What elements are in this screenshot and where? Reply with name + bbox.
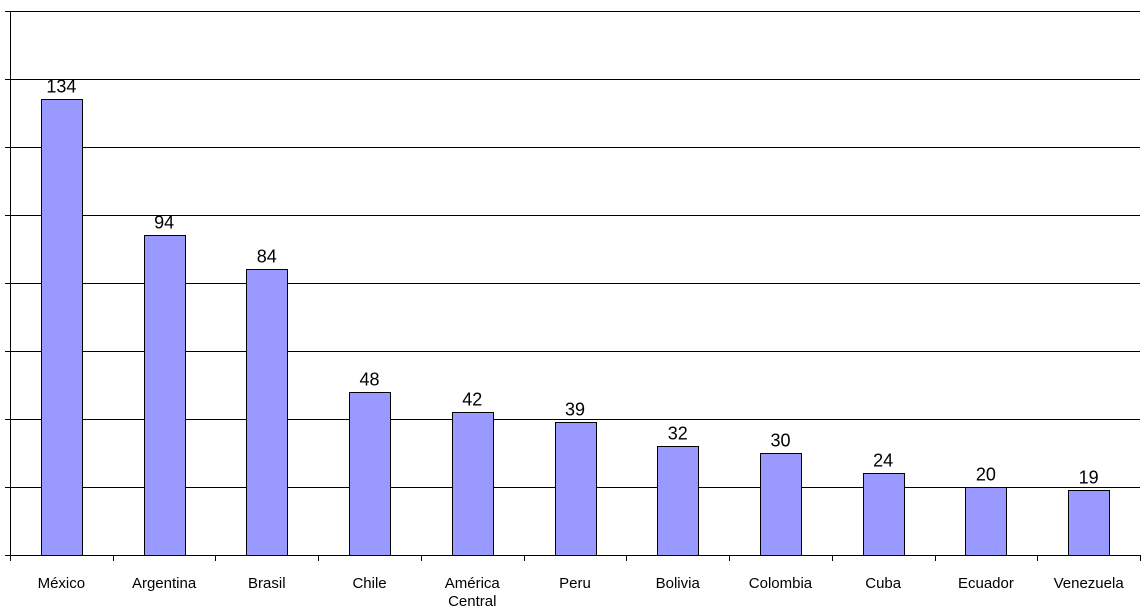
category-label: Ecuador xyxy=(958,575,1014,592)
bar-brasil xyxy=(246,269,288,556)
data-label: 32 xyxy=(668,424,688,444)
bar-colombia xyxy=(760,453,802,556)
gridlines xyxy=(10,11,1140,488)
category-label: Cuba xyxy=(865,575,902,592)
category-label: Bolivia xyxy=(656,575,701,592)
category-label: Chile xyxy=(352,575,386,592)
bar-peru xyxy=(555,422,597,556)
data-label: 39 xyxy=(565,400,585,420)
bar-cuba xyxy=(863,473,905,556)
bar-argentina xyxy=(144,235,186,556)
data-label: 30 xyxy=(770,431,790,451)
data-label: 48 xyxy=(360,370,380,390)
category-label: Colombia xyxy=(749,575,813,592)
category-label: Argentina xyxy=(132,575,197,592)
category-label: Peru xyxy=(559,575,591,592)
bar-am-rica-central xyxy=(452,412,494,556)
bar-ecuador xyxy=(965,487,1007,556)
category-label: México xyxy=(38,575,86,592)
data-label: 84 xyxy=(257,247,277,267)
category-label: América Central xyxy=(445,575,501,610)
data-label: 20 xyxy=(976,465,996,485)
category-label: Venezuela xyxy=(1054,575,1125,592)
category-labels: México Argentina Brasil Chile América Central… xyxy=(38,575,1125,610)
data-label: 24 xyxy=(873,451,893,471)
data-label: 94 xyxy=(154,213,174,233)
bars xyxy=(41,99,1110,556)
bar-venezuela xyxy=(1068,490,1110,556)
data-label: 42 xyxy=(462,390,482,410)
bar-m-xico xyxy=(41,99,83,556)
bar-bolivia xyxy=(657,446,699,556)
category-label: Brasil xyxy=(248,575,286,592)
data-labels: 134 94 84 48 42 39 32 30 24 20 19 xyxy=(46,77,1098,488)
bar-chile xyxy=(349,392,391,556)
data-label: 134 xyxy=(46,77,76,97)
data-label: 19 xyxy=(1079,468,1099,488)
